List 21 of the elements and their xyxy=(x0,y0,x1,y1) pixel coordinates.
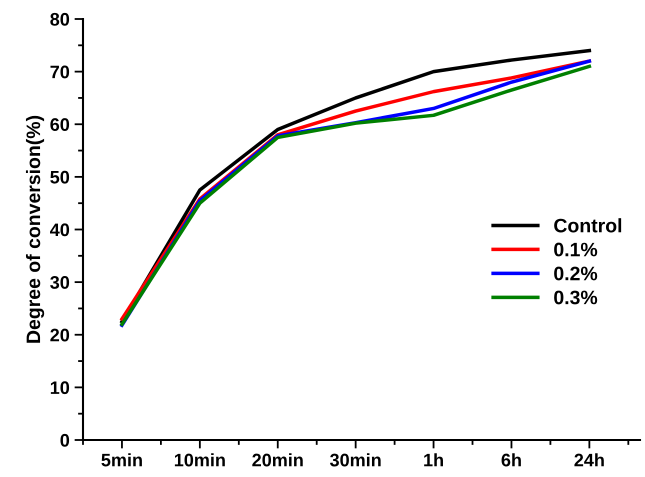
y-tick-label: 20 xyxy=(50,328,70,342)
y-tick-label: 60 xyxy=(50,118,70,131)
x-tick-label: 5min xyxy=(101,453,142,466)
legend-label: 0.1% xyxy=(554,242,598,256)
x-tick-label: 24h xyxy=(574,453,604,466)
x-tick-label: 1h xyxy=(424,453,443,466)
y-tick-label: 80 xyxy=(50,12,70,26)
y-axis-title: Degree of conversion(%) xyxy=(26,116,44,343)
x-tick-label: 10min xyxy=(174,453,225,466)
x-tick-label: 20min xyxy=(252,453,303,466)
y-tick-label: 70 xyxy=(50,66,70,78)
y-tick-label: 50 xyxy=(50,170,70,184)
y-tick-label: 30 xyxy=(50,276,70,289)
legend-label: 0.2% xyxy=(554,266,598,280)
y-tick-label: 40 xyxy=(50,223,70,236)
y-tick-label: 0 xyxy=(60,434,70,447)
x-tick-label: 30min xyxy=(330,453,381,466)
y-tick-label: 10 xyxy=(50,381,70,394)
legend-label: Control xyxy=(554,218,622,232)
legend-label: 0.3% xyxy=(554,290,598,304)
x-tick-label: 6h xyxy=(502,453,521,466)
